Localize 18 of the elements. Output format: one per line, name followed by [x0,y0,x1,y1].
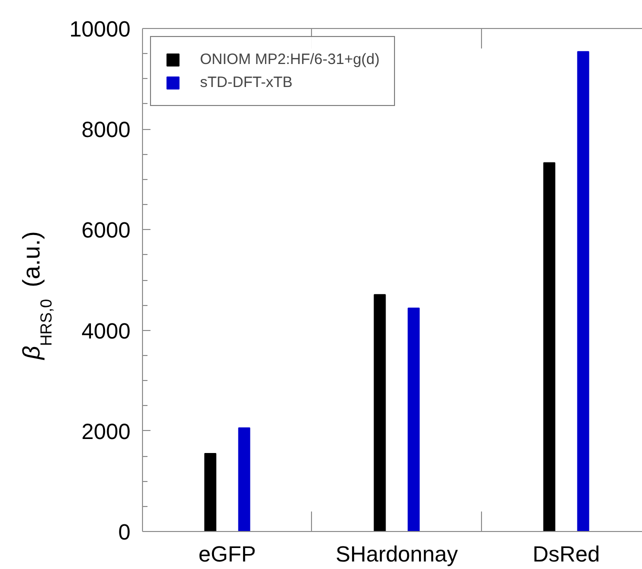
x-tick-label: DsRed [532,542,600,566]
bar [408,308,420,532]
x-tick-label: eGFP [198,542,256,566]
legend-label: ONIOM MP2:HF/6-31+g(d) [200,51,380,68]
bar [543,162,556,532]
x-tick-label: SHardonnay [336,542,458,566]
bar [374,294,386,532]
bar [238,427,250,532]
bar [577,51,590,532]
y-tick-label: 4000 [82,318,131,344]
y-axis-title: βHRS,0 (a.u.) [18,231,56,360]
bar [204,453,216,532]
y-tick-label: 0 [118,520,131,544]
y-tick-label: 6000 [82,218,131,243]
y-tick-label: 8000 [82,117,131,142]
legend-label: sTD-DFT-xTB [200,74,292,91]
y-tick-label: 2000 [82,418,131,444]
y-tick-label: 10000 [69,16,131,42]
